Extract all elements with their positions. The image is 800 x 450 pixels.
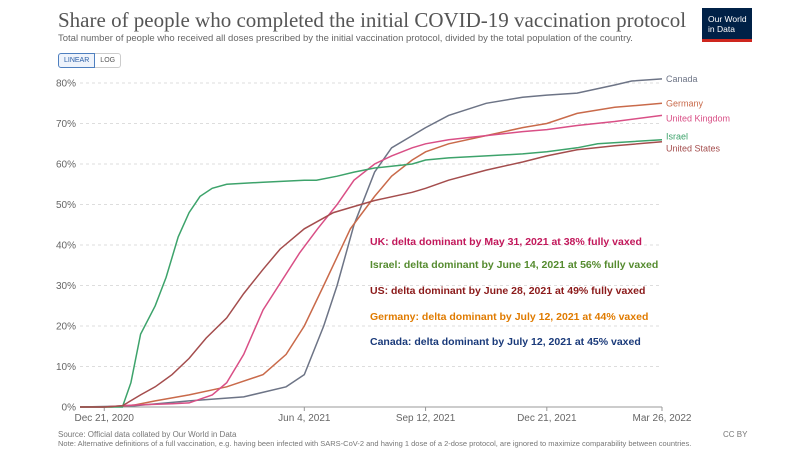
owid-logo[interactable]: Our World in Data (702, 8, 752, 42)
license-text: CC BY (723, 430, 748, 439)
annotation-text: Germany: delta dominant by July 12, 2021… (370, 311, 648, 323)
series-line-canada (79, 78, 663, 408)
source-text: Source: Official data collated by Our Wo… (58, 430, 237, 439)
y-tick-label: 10% (56, 362, 76, 373)
y-tick-label: 50% (56, 200, 76, 211)
x-tick-label: Jun 4, 2021 (278, 413, 331, 424)
chart-title: Share of people who completed the initia… (58, 8, 687, 32)
chart-subtitle: Total number of people who received all … (58, 33, 633, 44)
x-tick-label: Sep 12, 2021 (396, 413, 456, 424)
y-tick-label: 80% (56, 79, 76, 90)
series-label-canada: Canada (666, 74, 698, 84)
y-tick-label: 0% (62, 403, 77, 414)
x-tick-label: Dec 21, 2020 (75, 413, 135, 424)
logo-line-1: Our World (708, 14, 747, 24)
annotation-text: Canada: delta dominant by July 12, 2021 … (370, 336, 641, 348)
note-text: Note: Alternative definitions of a full … (58, 439, 692, 448)
y-tick-label: 30% (56, 281, 76, 292)
y-tick-label: 20% (56, 322, 76, 333)
y-tick-label: 60% (56, 160, 76, 171)
y-tick-label: 70% (56, 119, 76, 130)
series-label-united-kingdom: United Kingdom (666, 113, 730, 123)
y-tick-label: 40% (56, 241, 76, 252)
scale-toggle: LINEAR LOG (58, 53, 122, 68)
series-line-israel (80, 138, 663, 408)
log-scale-button[interactable]: LOG (95, 53, 122, 68)
annotation-text: US: delta dominant by June 28, 2021 at 4… (370, 285, 645, 297)
linear-scale-button[interactable]: LINEAR (58, 53, 96, 68)
logo-line-2: in Data (708, 24, 735, 34)
series-label-germany: Germany (666, 98, 704, 108)
series-line-germany (80, 102, 663, 408)
x-tick-label: Mar 26, 2022 (633, 413, 692, 424)
series-line-united-states (80, 140, 663, 408)
series-line-united-kingdom (80, 114, 663, 408)
x-tick-label: Dec 21, 2021 (517, 413, 577, 424)
series-label-israel: Israel (666, 132, 688, 142)
annotation-text: Israel: delta dominant by June 14, 2021 … (370, 259, 658, 271)
annotation-text: UK: delta dominant by May 31, 2021 at 38… (370, 236, 642, 248)
series-label-united-states: United States (666, 144, 721, 154)
